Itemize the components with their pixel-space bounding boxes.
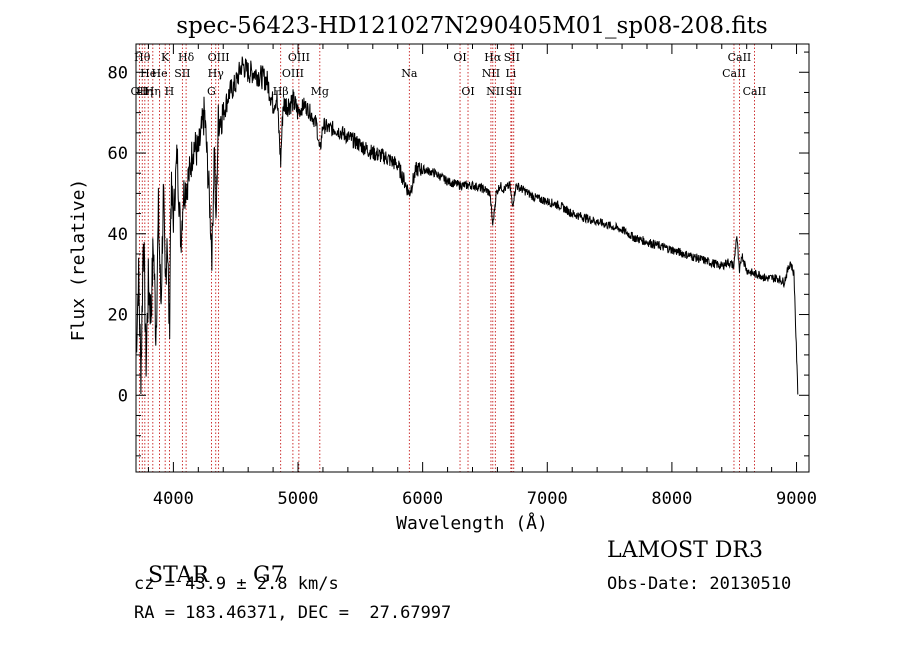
line-marker-label: SII	[504, 51, 520, 64]
line-marker-label: Na	[401, 67, 418, 80]
x-tick-label: 7000	[527, 489, 568, 509]
x-tick-label: 9000	[776, 489, 817, 509]
y-tick-label: 40	[108, 225, 128, 245]
line-marker-label: CaII	[728, 51, 752, 64]
flux-series-line	[135, 56, 799, 395]
y-tick-label: 80	[108, 63, 128, 83]
y-tick-label: 0	[118, 386, 128, 406]
line-marker-label: OII	[131, 85, 149, 98]
line-marker-label: OIII	[282, 67, 304, 80]
line-marker-label: Hγ	[208, 67, 225, 80]
x-tick-label: 6000	[402, 489, 443, 509]
subclass-label: G7	[253, 563, 285, 588]
line-marker-label: OIII	[208, 51, 230, 64]
line-marker-label: SII	[174, 67, 190, 80]
line-marker-label: He	[140, 67, 156, 80]
line-marker-label: He	[152, 67, 168, 80]
line-marker-label: Hη	[145, 85, 161, 98]
x-tick-label: 4000	[153, 489, 194, 509]
line-marker-label: Mg	[311, 85, 329, 98]
y-axis: 0 20 40 60 80	[108, 51, 809, 457]
x-axis-label: Wavelength (Å)	[396, 512, 548, 534]
line-marker-label: Hη	[137, 85, 153, 98]
y-tick-label: 60	[108, 144, 128, 164]
line-marker-label: NII	[486, 85, 504, 98]
line-marker-label: SII	[506, 85, 522, 98]
line-marker-label: OI	[453, 51, 466, 64]
line-marker-label: Hδ	[178, 51, 195, 64]
line-marker-label: OIII	[288, 51, 310, 64]
y-axis-label: Flux (relative)	[68, 179, 89, 342]
x-axis: 4000 5000 6000 7000 8000 9000	[147, 44, 817, 509]
object-class: STAR G7	[134, 538, 285, 588]
redshift-label: cz = 43.9 ± 2.8 km/s	[134, 574, 339, 594]
line-marker-label: CaII	[722, 67, 746, 80]
line-marker-label: H	[165, 85, 175, 98]
survey-label: LAMOST DR3	[607, 538, 763, 563]
line-marker-label: Hθ	[134, 51, 151, 64]
line-marker-label: Li	[505, 67, 516, 80]
line-marker-label: NII	[482, 67, 500, 80]
line-marker-label: K	[161, 51, 170, 64]
line-marker-label: G	[207, 85, 216, 98]
line-marker-label: OI	[461, 85, 474, 98]
line-marker-label: Hα	[484, 51, 502, 64]
line-marker-label: CaII	[743, 85, 767, 98]
chart-title: spec-56423-HD121027N290405M01_sp08-208.f…	[176, 13, 767, 39]
class-label: STAR	[148, 563, 209, 588]
line-marker-label: Hβ	[273, 85, 289, 98]
y-tick-label: 20	[108, 306, 128, 326]
x-tick-label: 5000	[278, 489, 319, 509]
obs-date-label: Obs-Date: 20130510	[607, 574, 792, 594]
coords-label: RA = 183.46371, DEC = 27.67997	[134, 603, 452, 623]
x-tick-label: 8000	[651, 489, 692, 509]
